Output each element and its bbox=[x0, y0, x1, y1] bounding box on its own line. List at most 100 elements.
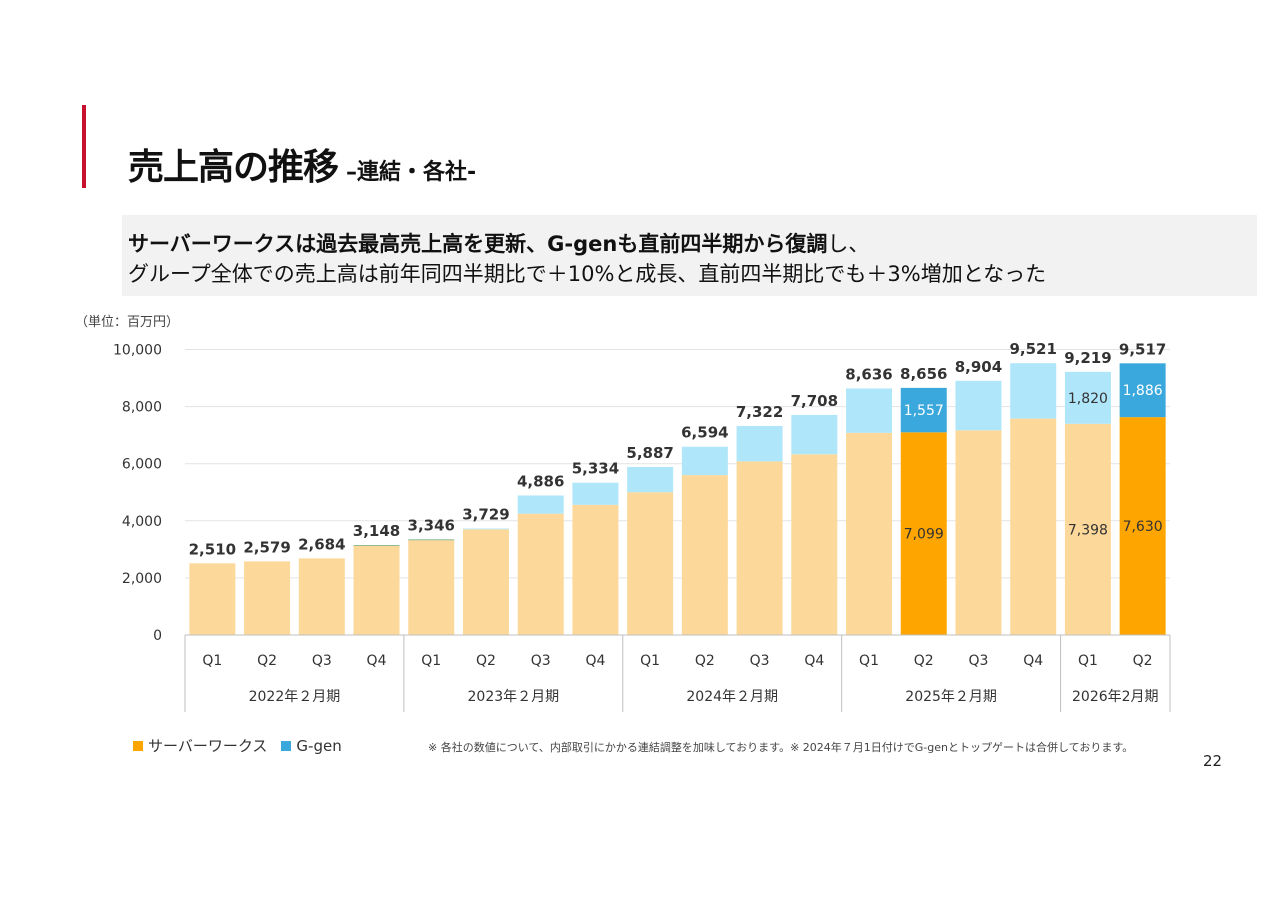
total-label: 7,322 bbox=[736, 403, 783, 421]
bar-serverworks bbox=[244, 561, 291, 635]
summary-box bbox=[122, 215, 1257, 296]
group-label: 2025年２月期 bbox=[905, 689, 997, 705]
group-label: 2024年２月期 bbox=[686, 689, 778, 705]
bar-serverworks bbox=[353, 545, 400, 635]
bar-serverworks bbox=[189, 563, 236, 635]
page-number: 22 bbox=[1203, 752, 1223, 770]
group-label: 2022年２月期 bbox=[249, 689, 341, 705]
total-label: 3,729 bbox=[462, 506, 509, 524]
legend-label-serverworks: サーバーワークス bbox=[148, 737, 268, 755]
bar-serverworks bbox=[517, 513, 564, 635]
y-tick-label: 0 bbox=[153, 628, 162, 644]
bar-serverworks bbox=[1064, 423, 1111, 635]
bar-ggen bbox=[1010, 363, 1057, 419]
total-label: 9,219 bbox=[1064, 349, 1111, 367]
segment-label: 7,099 bbox=[904, 527, 944, 543]
y-tick-label: 6,000 bbox=[122, 457, 162, 473]
total-label: 5,887 bbox=[626, 444, 673, 462]
total-label: 8,636 bbox=[845, 365, 892, 383]
legend: サーバーワークス G-gen bbox=[133, 735, 356, 756]
total-label: 3,346 bbox=[408, 516, 455, 534]
total-label: 5,334 bbox=[572, 460, 619, 478]
total-label: 2,579 bbox=[243, 538, 290, 556]
total-label: 2,510 bbox=[189, 540, 236, 558]
summary-line-2: グループ全体での売上高は前年同四半期比で＋10%と成長、直前四半期比でも＋3%増… bbox=[128, 262, 1047, 286]
summary-line-1-rest: し、 bbox=[827, 232, 870, 256]
legend-swatch-serverworks bbox=[133, 740, 143, 751]
total-label: 2,684 bbox=[298, 535, 345, 553]
x-tick-label: Q1 bbox=[1078, 653, 1098, 669]
bar-ggen bbox=[900, 387, 947, 433]
total-label: 6,594 bbox=[681, 424, 728, 442]
total-label: 9,521 bbox=[1009, 340, 1056, 358]
x-tick-label: Q4 bbox=[1023, 653, 1043, 669]
bars bbox=[189, 363, 1166, 635]
bar-serverworks bbox=[900, 432, 947, 635]
bar-serverworks bbox=[627, 492, 674, 635]
legend-item-ggen: G-gen bbox=[281, 737, 342, 755]
footnote: ※ 各社の数値について、内部取引にかかる連結調整を加味しております。※ 2024… bbox=[428, 741, 1134, 754]
segment-label: 7,398 bbox=[1068, 522, 1108, 538]
bar-ggen bbox=[517, 495, 564, 514]
data-labels: 2,510 2,579 2,684 3,148 3,346 3,729 4,886 5,334… bbox=[189, 340, 1167, 558]
total-label: 9,517 bbox=[1119, 340, 1166, 358]
bar-serverworks bbox=[462, 529, 509, 635]
x-tick-label: Q1 bbox=[640, 653, 660, 669]
x-tick-label: Q2 bbox=[695, 653, 715, 669]
x-tick-label: Q1 bbox=[202, 653, 222, 669]
segment-label: 1,886 bbox=[1123, 383, 1163, 399]
bar-ggen bbox=[955, 380, 1002, 431]
bar-serverworks bbox=[1119, 417, 1166, 635]
bar-serverworks bbox=[408, 540, 455, 635]
bar-ggen bbox=[408, 539, 455, 541]
total-label: 8,904 bbox=[955, 358, 1002, 376]
bar-ggen bbox=[736, 425, 783, 462]
x-tick-label: Q3 bbox=[312, 653, 332, 669]
x-tick-label: Q1 bbox=[859, 653, 879, 669]
summary-line-1: サーバーワークスは過去最高売上高を更新、G-genも直前四半期から復調し、 bbox=[128, 228, 869, 258]
legend-item-serverworks: サーバーワークス bbox=[133, 735, 267, 756]
bar-ggen bbox=[1119, 363, 1166, 418]
bar-ggen bbox=[353, 545, 400, 546]
x-tick-label: Q2 bbox=[1133, 653, 1153, 669]
bar-ggen bbox=[1064, 371, 1111, 424]
group-label: 2023年２月期 bbox=[468, 689, 560, 705]
x-tick-label: Q1 bbox=[421, 653, 441, 669]
x-tick-label: Q2 bbox=[257, 653, 277, 669]
bar-ggen bbox=[462, 528, 509, 530]
axes: 0 2,000 4,000 6,000 8,000 10,000 Q1 Q2 Q3 Q4 Q1 Q2 Q… bbox=[113, 343, 1171, 712]
x-tick-label: Q4 bbox=[804, 653, 824, 669]
bar-ggen bbox=[846, 388, 893, 433]
x-tick-label: Q2 bbox=[914, 653, 934, 669]
bar-serverworks bbox=[736, 461, 783, 635]
summary-line-1-bold: サーバーワークスは過去最高売上高を更新、G-genも直前四半期から復調 bbox=[128, 232, 828, 256]
bar-ggen bbox=[627, 466, 674, 493]
title-main: 売上高の推移 bbox=[128, 147, 339, 188]
x-tick-label: Q3 bbox=[969, 653, 989, 669]
bar-serverworks bbox=[1010, 418, 1057, 635]
bar-ggen bbox=[791, 414, 838, 455]
x-tick-label: Q2 bbox=[476, 653, 496, 669]
page-title: 売上高の推移 –連結・各社- bbox=[128, 138, 476, 190]
y-tick-label: 10,000 bbox=[113, 343, 162, 359]
bar-serverworks bbox=[298, 558, 345, 635]
x-tick-label: Q3 bbox=[531, 653, 551, 669]
bar-serverworks bbox=[572, 504, 619, 635]
total-label: 8,656 bbox=[900, 365, 947, 383]
segment-label: 1,557 bbox=[904, 403, 944, 419]
x-tick-label: Q4 bbox=[585, 653, 605, 669]
segment-label: 7,630 bbox=[1123, 519, 1163, 535]
group-label: 2026年2月期 bbox=[1072, 689, 1159, 705]
title-suffix: –連結・各社- bbox=[346, 160, 477, 185]
y-tick-label: 8,000 bbox=[122, 400, 162, 416]
segment-label: 1,820 bbox=[1068, 391, 1108, 407]
gridlines bbox=[185, 349, 1170, 579]
bar-ggen bbox=[681, 446, 728, 476]
title-accent-bar bbox=[82, 105, 86, 188]
total-label: 4,886 bbox=[517, 473, 564, 491]
bar-serverworks bbox=[846, 432, 893, 635]
y-tick-label: 4,000 bbox=[122, 514, 162, 530]
y-tick-label: 2,000 bbox=[122, 571, 162, 587]
x-tick-label: Q3 bbox=[750, 653, 770, 669]
